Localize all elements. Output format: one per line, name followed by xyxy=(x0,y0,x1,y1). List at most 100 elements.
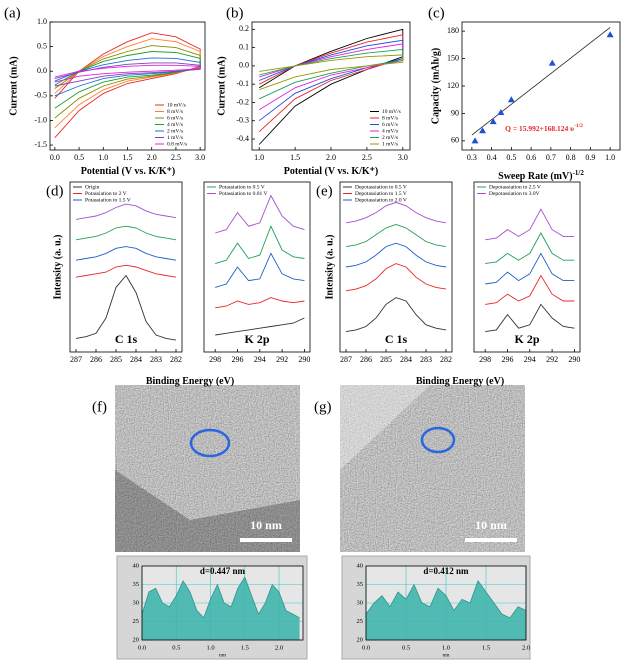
x-tick-label: 3.0 xyxy=(195,153,205,162)
x-tick-label: 3.0 xyxy=(398,153,408,162)
x-tick-label: 292 xyxy=(276,355,288,364)
x-tick-label: 0.9 xyxy=(585,153,595,162)
tem-shade xyxy=(340,385,430,470)
x-tick-label: 2.0 xyxy=(326,153,336,162)
panel-label: (e) xyxy=(316,183,333,199)
y-tick-label: 0.5 xyxy=(37,41,47,50)
x-tick-label: 1.5 xyxy=(482,644,490,651)
y-tick-label: -0.4 xyxy=(236,134,249,143)
x-tick-label: 1.5 xyxy=(123,153,133,162)
x-tick-label: 2.0 xyxy=(147,153,157,162)
panel-label: (c) xyxy=(428,5,445,21)
x-axis-label-text: Binding Energy (eV) xyxy=(146,376,234,387)
x-tick-label: 284 xyxy=(130,355,142,364)
y-tick-label: 90 xyxy=(451,108,459,117)
legend-label: 8 mV/s xyxy=(382,115,398,121)
x-tick-label: 298 xyxy=(209,355,221,364)
area-fill xyxy=(142,577,300,640)
x-tick-label: 286 xyxy=(90,355,102,364)
series-line xyxy=(485,274,575,305)
y-tick-label: 0.2 xyxy=(239,24,249,33)
annotation-sup: -1/2 xyxy=(574,123,583,129)
data-point xyxy=(489,118,497,125)
plot-frame xyxy=(339,181,453,353)
data-point xyxy=(479,127,487,134)
x-tick-label: 283 xyxy=(420,355,432,364)
legend-label: Potassiation to 1.5 V xyxy=(85,197,131,203)
plot-frame xyxy=(365,565,527,641)
x-tick-label: 298 xyxy=(479,355,491,364)
series-line xyxy=(258,43,404,111)
region-ellipse xyxy=(420,426,456,454)
area-fill xyxy=(366,580,526,640)
profile-line xyxy=(141,576,300,619)
plot-frame xyxy=(49,21,206,151)
x-axis-label: Potential (V vs. K/K⁺) xyxy=(284,166,379,177)
x-tick-label: 285 xyxy=(110,355,122,364)
series-line xyxy=(485,232,575,265)
panel-label: (a) xyxy=(4,5,21,21)
legend-label: Depotassiation to 0.5 V xyxy=(355,184,407,190)
y-axis-label: Current (mA) xyxy=(8,56,19,116)
x-tick-label: 294 xyxy=(254,355,266,364)
x-tick-label: 1.0 xyxy=(98,153,108,162)
subplot-label: K 2p xyxy=(514,332,539,346)
x-axis-label: Potential (V vs. K/K⁺) xyxy=(81,166,176,177)
x-tick-label: 1.0 xyxy=(442,644,450,651)
x-tick-label: 282 xyxy=(440,355,452,364)
series-line xyxy=(345,242,447,268)
series-line xyxy=(215,297,305,309)
y-tick-label: 25 xyxy=(133,618,140,625)
x-tick-label: 296 xyxy=(501,355,513,364)
legend-label: Depotassiation to 2.5 V xyxy=(489,184,541,190)
annotation-text: Q = 15.992+168.124 υ xyxy=(505,124,574,133)
legend-label: 4 mV/s xyxy=(382,128,398,134)
data-point xyxy=(471,137,479,144)
x-tick-label: 283 xyxy=(150,355,162,364)
series-line xyxy=(485,303,575,333)
x-axis-label: nm xyxy=(219,652,227,658)
x-tick-label: 2.0 xyxy=(275,644,283,651)
series-line xyxy=(215,194,305,234)
x-tick-label: 0.0 xyxy=(50,153,60,162)
x-axis-label-text: Potential (V vs. K/K⁺) xyxy=(81,166,176,177)
x-tick-label: 287 xyxy=(340,355,352,364)
legend-label: 10 mV/s xyxy=(167,102,186,108)
x-tick-label: 284 xyxy=(400,355,412,364)
annotation: Q = 15.992+168.124 υ-1/2 xyxy=(505,123,583,132)
x-axis-label-text: Sweep Rate (mV) xyxy=(498,171,572,182)
plot-frame xyxy=(251,21,411,151)
subplot-label: C 1s xyxy=(115,332,138,346)
subplot-label: C 1s xyxy=(385,332,408,346)
x-tick-label: 286 xyxy=(360,355,372,364)
plot-frame xyxy=(461,21,621,151)
series-line xyxy=(215,252,305,288)
y-tick-label: 40 xyxy=(357,562,364,569)
series-line xyxy=(485,208,575,241)
legend-label: 0.8 mV/s xyxy=(167,141,187,147)
series-line xyxy=(75,246,177,261)
x-tick-label: 290 xyxy=(568,355,580,364)
tem-image xyxy=(115,385,300,552)
y-tick-label: 35 xyxy=(357,581,364,588)
x-axis-label-sup: -1/2 xyxy=(573,169,585,177)
y-tick-label: 1.0 xyxy=(37,17,47,26)
plot-frame xyxy=(141,565,304,641)
y-tick-label: 60 xyxy=(451,136,459,145)
legend-label: 8 mV/s xyxy=(167,109,183,115)
legend-label: 6 mV/s xyxy=(382,122,398,128)
x-tick-label: 1.0 xyxy=(605,153,615,162)
x-tick-label: 0.0 xyxy=(362,644,370,651)
legend-label: Depotassiation to 1.5 V xyxy=(355,191,407,197)
panel-label: (b) xyxy=(226,5,244,21)
tem-image xyxy=(340,385,525,552)
annotation: d=0.447 nm xyxy=(200,566,246,576)
y-tick-label: 20 xyxy=(357,636,364,643)
x-tick-label: 0.0 xyxy=(138,644,146,651)
data-point xyxy=(497,109,505,116)
series-line xyxy=(345,263,447,292)
tem-shade xyxy=(115,470,300,552)
x-tick-label: 292 xyxy=(546,355,558,364)
x-tick-label: 2.5 xyxy=(362,153,372,162)
legend-label: Potassiation to 0.01 V xyxy=(219,191,268,197)
